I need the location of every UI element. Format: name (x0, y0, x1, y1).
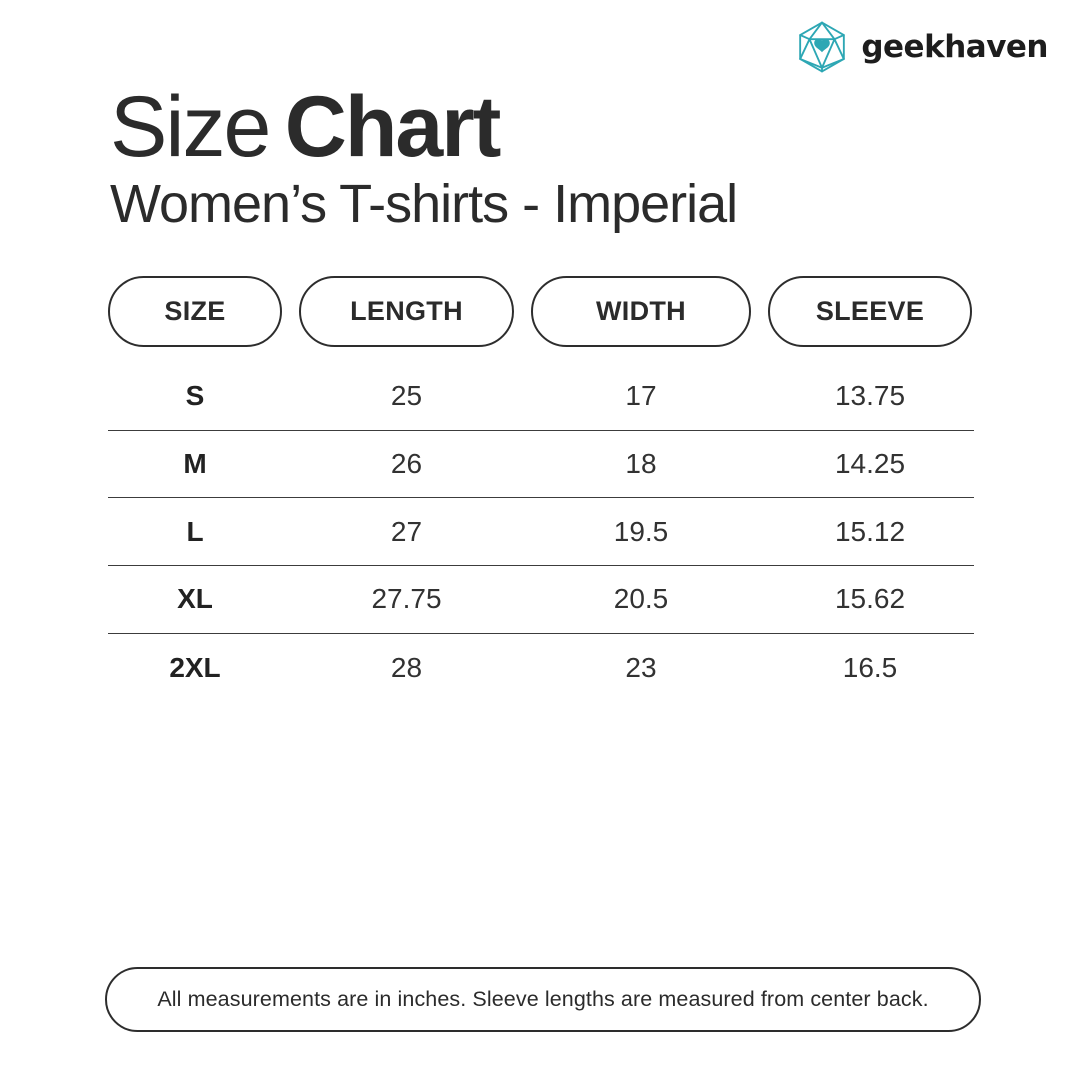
cell-sleeve: 13.75 (834, 380, 906, 412)
cell-width: 20.5 (613, 583, 669, 615)
cell-length: 26 (390, 448, 423, 480)
measurement-note: All measurements are in inches. Sleeve l… (105, 967, 981, 1032)
page-title-bold: Chart (284, 79, 502, 175)
table-row-l: L 27 19.5 15.12 (108, 498, 974, 567)
cell-length: 27.75 (371, 583, 442, 615)
cell-width: 19.5 (613, 515, 669, 547)
page-subtitle: Women’s T-shirts - Imperial (110, 174, 738, 234)
brand-name: geekhaven (861, 29, 1048, 65)
table-row-s: S 25 17 13.75 (108, 363, 974, 431)
cell-size: S (185, 380, 205, 412)
table-row-xl: XL 27.75 20.5 15.62 (108, 566, 974, 634)
cell-size: 2XL (169, 651, 221, 683)
size-table: SIZE LENGTH WIDTH SLEEVE S 25 17 13.75 M… (108, 276, 974, 701)
cell-sleeve: 14.25 (834, 448, 906, 480)
cell-width: 23 (625, 651, 657, 683)
table-row-2xl: 2XL 28 23 16.5 (108, 634, 974, 702)
page-title-regular: Size (110, 79, 271, 175)
cell-size: L (186, 515, 204, 547)
cell-length: 25 (390, 380, 423, 412)
brand-logo: geekhaven (796, 20, 1048, 74)
page-title: Size Chart (110, 84, 737, 170)
cell-length: 27 (390, 515, 423, 547)
cell-length: 28 (390, 651, 423, 683)
table-body: S 25 17 13.75 M 26 18 14.25 L 27 19.5 15… (108, 363, 974, 701)
column-header-sleeve: SLEEVE (768, 276, 972, 347)
measurement-note-text: All measurements are in inches. Sleeve l… (157, 987, 929, 1011)
cell-size: M (183, 448, 207, 480)
heading-block: Size Chart Women’s T-shirts - Imperial (110, 84, 738, 234)
heart-icon (814, 38, 831, 53)
d20-dice-icon (799, 21, 846, 73)
table-row-m: M 26 18 14.25 (108, 431, 974, 499)
column-header-length: LENGTH (299, 276, 514, 347)
cell-sleeve: 15.62 (834, 583, 906, 615)
column-header-size: SIZE (108, 276, 282, 347)
cell-size: XL (177, 583, 213, 615)
cell-width: 17 (625, 380, 657, 412)
column-header-width: WIDTH (531, 276, 751, 347)
cell-sleeve: 16.5 (842, 651, 898, 683)
cell-sleeve: 15.12 (834, 515, 906, 547)
table-header-row: SIZE LENGTH WIDTH SLEEVE (108, 276, 974, 347)
cell-width: 18 (625, 448, 657, 480)
